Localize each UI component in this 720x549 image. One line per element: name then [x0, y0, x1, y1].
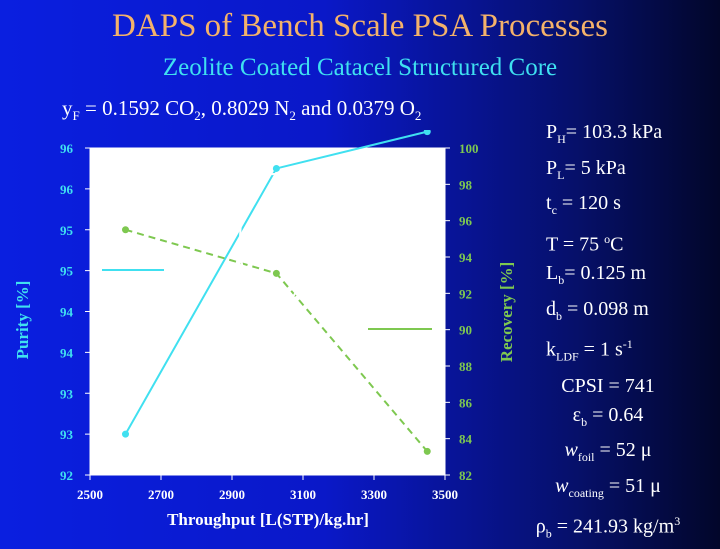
- feed-n2-sub: 2: [289, 108, 296, 124]
- y2-tick-label: 88: [459, 359, 473, 374]
- y2-tick-label: 90: [459, 323, 472, 338]
- param-tc-value: = 120 s: [556, 192, 621, 215]
- x-tick-label: 2500: [77, 487, 103, 502]
- y2-axis-label: Recovery [%]: [497, 262, 516, 363]
- feed-o2-sub: 2: [414, 108, 422, 124]
- param-wcoating: wcoating = 51 μ: [506, 472, 710, 508]
- param-tc-sub: c: [551, 203, 557, 218]
- param-tc-symbol: t: [546, 192, 552, 215]
- param-t-sup: o: [604, 231, 611, 246]
- param-kldf: kLDF = 1 s-1: [546, 330, 662, 371]
- param-wcoating-value: = 51 μ: [603, 474, 661, 497]
- param-pl-sub: L: [557, 167, 565, 182]
- feed-n2: , 0.8029 N: [200, 96, 290, 120]
- param-pl-value: = 5 kPa: [564, 156, 626, 179]
- y2-tick-label: 82: [459, 468, 472, 483]
- param-lb-value: = 0.125 m: [564, 262, 647, 285]
- purity-point: [122, 430, 129, 438]
- feed-co2-sub: 2: [194, 108, 201, 124]
- param-pl: PL= 5 kPa: [546, 154, 662, 190]
- y-tick-label: 94: [60, 345, 74, 360]
- feed-y-sub: F: [72, 108, 80, 124]
- param-k-sup: -1: [622, 337, 633, 352]
- param-lb-symbol: L: [546, 262, 559, 285]
- param-cpsi: CPSI = 741: [561, 375, 655, 397]
- y2-tick-label: 86: [459, 395, 473, 410]
- y2-tick-label: 84: [459, 432, 473, 447]
- feed-y: y: [62, 96, 73, 120]
- param-k-sub: LDF: [556, 349, 579, 364]
- param-db-sub: b: [556, 308, 562, 323]
- y2-tick-label: 94: [459, 250, 473, 265]
- y-tick-label: 95: [60, 264, 74, 279]
- process-parameters: PH= 103.3 kPa PL= 5 kPa tc = 120 s T = 7…: [546, 118, 662, 371]
- x-tick-label: 3500: [432, 487, 458, 502]
- param-db: db = 0.098 m: [546, 295, 662, 331]
- param-t: T = 75 oC: [546, 225, 662, 259]
- param-k-value: = 1 s: [578, 338, 623, 361]
- feed-o2: and 0.0379 O: [295, 96, 415, 120]
- plot-area: [89, 147, 446, 476]
- param-lb: Lb= 0.125 m: [546, 259, 662, 295]
- x-tick-label: 2900: [219, 487, 245, 502]
- param-eps-symbol: ε: [572, 403, 582, 426]
- x-tick-label: 3100: [290, 487, 316, 502]
- core-parameters: CPSI = 741 εb = 0.64 wfoil = 52 μ wcoati…: [506, 372, 710, 549]
- purity-recovery-chart: 2500 2700 2900 3100 3300 3500 92 93 93 94 94 95 95 96…: [13, 130, 516, 529]
- purity-point: [423, 130, 431, 136]
- param-rho: ρb = 241.93 kg/m3: [506, 507, 710, 548]
- param-rho-sub: b: [545, 527, 552, 542]
- param-ph: PH= 103.3 kPa: [546, 118, 662, 154]
- param-wfoil-value: = 52 μ: [594, 439, 652, 462]
- x-axis-label: Throughput [L(STP)/kg.hr]: [167, 510, 369, 529]
- param-eps: εb = 0.64: [506, 401, 710, 437]
- y2-tick-label: 98: [459, 177, 473, 192]
- param-wcoating-sub: coating: [568, 485, 604, 500]
- param-wcoating-symbol: w: [555, 474, 569, 497]
- recovery-point: [122, 226, 129, 234]
- y-axis-label: Purity [%]: [13, 281, 32, 360]
- recovery-point: [272, 269, 280, 277]
- x-tick-label: 3300: [361, 487, 387, 502]
- y-tick-label: 93: [60, 386, 74, 401]
- y2-tick-label: 92: [459, 286, 472, 301]
- purity-point: [272, 164, 280, 172]
- y2-tick-label: 100: [459, 141, 479, 156]
- y-tick-label: 93: [60, 427, 74, 442]
- recovery-point: [423, 447, 431, 455]
- param-ph-symbol: P: [546, 121, 558, 143]
- param-pl-symbol: P: [546, 156, 558, 179]
- param-ph-value: = 103.3 kPa: [565, 121, 663, 143]
- y-tick-label: 95: [60, 223, 74, 238]
- y2-tick-label: 96: [459, 214, 473, 229]
- param-lb-sub: b: [558, 273, 565, 288]
- param-wfoil: wfoil = 52 μ: [506, 436, 710, 472]
- param-wfoil-sub: foil: [577, 450, 595, 465]
- param-db-value: = 0.098 m: [562, 297, 649, 320]
- param-eps-value: = 0.64: [587, 403, 644, 426]
- param-k-symbol: k: [546, 338, 556, 361]
- param-db-symbol: d: [546, 297, 556, 320]
- param-t-symbol: T = 75: [546, 233, 605, 256]
- param-rho-sup: 3: [674, 514, 681, 529]
- y-tick-label: 96: [60, 141, 74, 156]
- param-ph-sub: H: [557, 132, 566, 146]
- y-tick-label: 94: [60, 305, 74, 320]
- y-tick-label: 92: [60, 468, 73, 483]
- param-rho-value: = 241.93 kg/m: [551, 516, 675, 539]
- x-tick-label: 2700: [148, 487, 174, 502]
- page-subtitle: Zeolite Coated Catacel Structured Core: [162, 54, 558, 81]
- param-t-unit: C: [610, 233, 624, 256]
- feed-composition: yF = 0.1592 CO2, 0.8029 N2 and 0.0379 O2: [62, 96, 421, 124]
- param-tc: tc = 120 s: [546, 189, 662, 225]
- feed-co2: = 0.1592 CO: [79, 96, 195, 120]
- highlight-ellipse: [239, 173, 309, 309]
- param-rho-symbol: ρ: [535, 516, 546, 539]
- y-tick-label: 96: [60, 182, 74, 197]
- param-wfoil-symbol: w: [564, 439, 578, 462]
- page-title: DAPS of Bench Scale PSA Processes: [112, 8, 608, 44]
- param-eps-sub: b: [581, 414, 588, 429]
